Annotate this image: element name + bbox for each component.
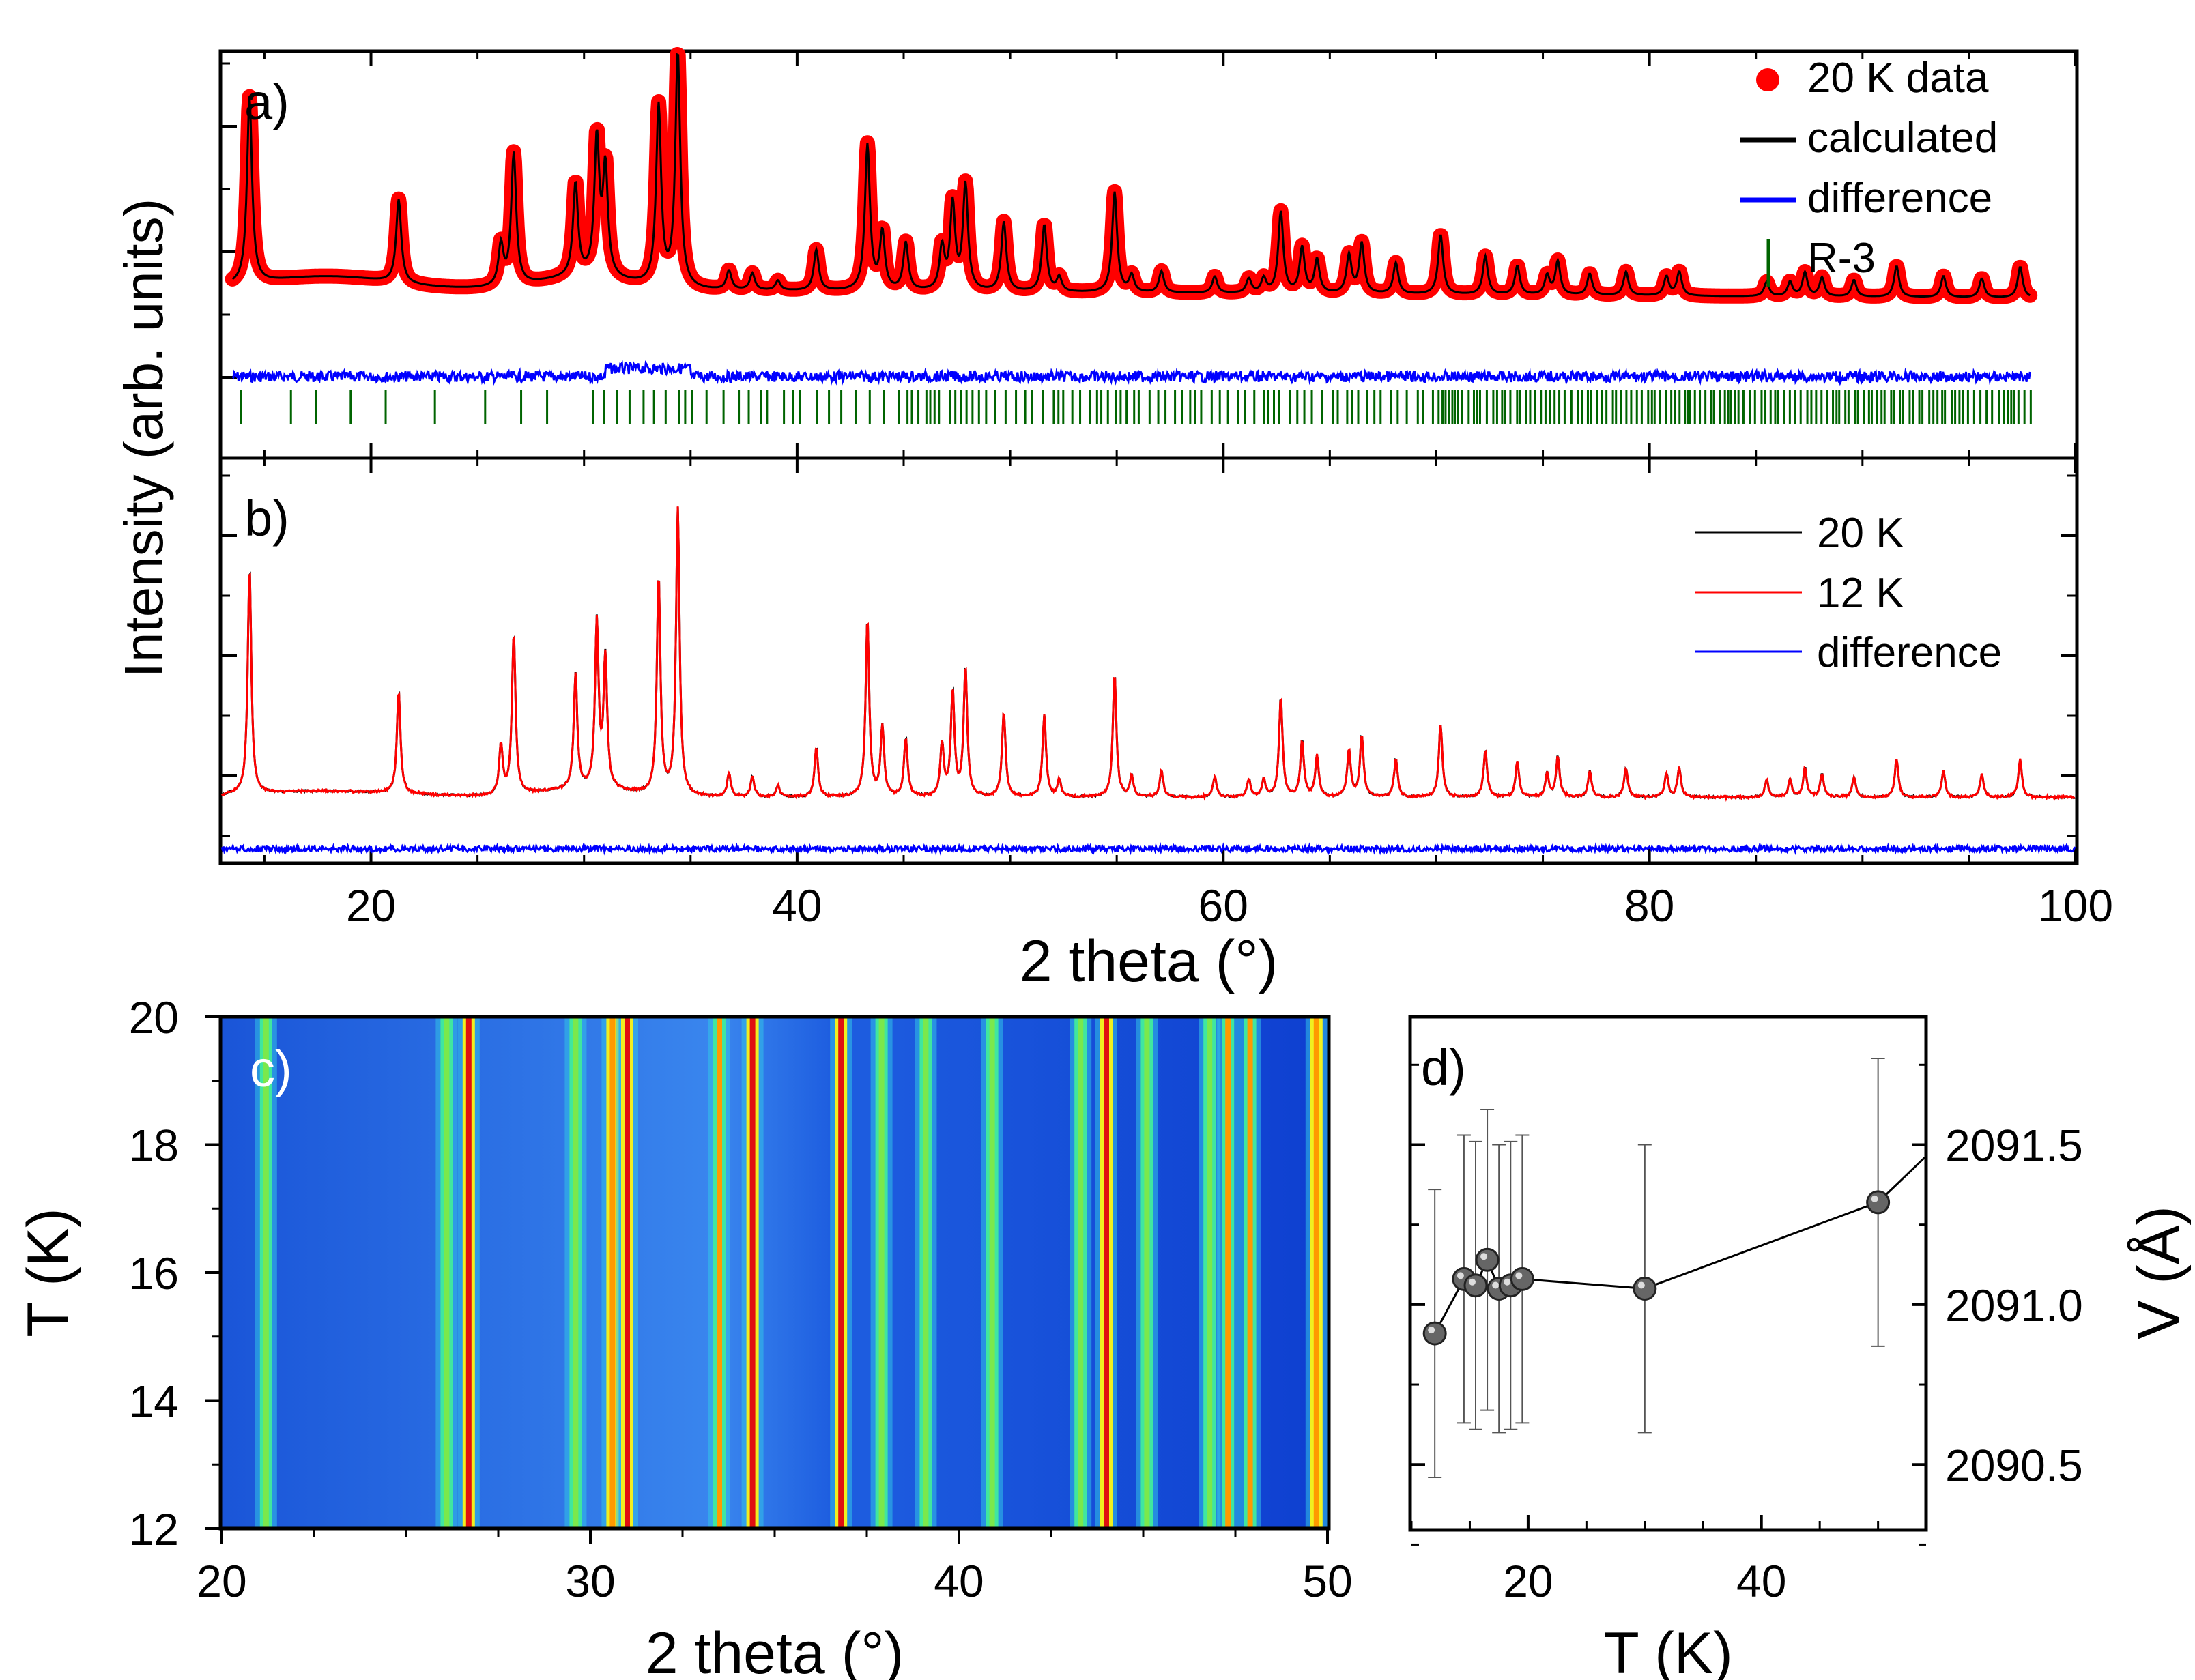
xtick-label: 20 <box>346 880 396 931</box>
volume-line <box>1433 1157 1926 1334</box>
volume-point-highlight <box>1637 1281 1645 1289</box>
ylabel-temperature-c: T (K) <box>16 1208 81 1337</box>
heatmap-line-core <box>923 1018 929 1527</box>
panel-label-a: a) <box>244 74 289 130</box>
xtick-label: 60 <box>1199 880 1248 931</box>
volume-point <box>1510 1266 1534 1291</box>
xlabel-temperature-d: T (K) <box>1603 1621 1733 1680</box>
volume-point-highlight <box>1515 1272 1523 1279</box>
ytick-label: 2090.5 <box>1945 1440 2083 1490</box>
ytick-label: 14 <box>129 1376 179 1427</box>
ytick-label: 16 <box>129 1248 179 1299</box>
volume-point-highlight <box>1492 1281 1500 1289</box>
series-12k <box>220 506 2076 802</box>
legend-marker-data <box>1756 68 1779 91</box>
legend-a: 20 K data calculated difference R-3 <box>1740 55 1998 287</box>
heatmap-line-core <box>1104 1018 1109 1527</box>
heatmap-line-core <box>465 1018 472 1527</box>
heatmap-line-core <box>1247 1018 1253 1527</box>
ytick-label: 2091.5 <box>1945 1120 2083 1171</box>
series-calculated <box>231 53 2031 298</box>
panel-c-ticks: 20 30 40 50 12 14 16 18 20 <box>129 992 1353 1606</box>
xtick-label: 50 <box>1302 1556 1352 1606</box>
heatmap-line-core <box>1207 1018 1213 1527</box>
volume-point-highlight <box>1480 1253 1488 1260</box>
legend-label-r3: R-3 <box>1807 235 1876 282</box>
series-difference <box>231 360 2031 386</box>
panel-label-d: d) <box>1421 1039 1466 1096</box>
xtick-label: 100 <box>2038 880 2113 931</box>
volume-points <box>1422 1190 1891 1346</box>
xtick-label: 20 <box>1503 1556 1553 1606</box>
heatmap-line-core <box>1078 1018 1084 1527</box>
xlabel-2theta-ab: 2 theta (°) <box>1020 929 1278 994</box>
xlabel-2theta-c: 2 theta (°) <box>646 1621 904 1680</box>
xtick-label: 30 <box>565 1556 615 1606</box>
heatmap-line-core <box>573 1018 579 1527</box>
panel-b-xtick-labels: 20 40 60 80 100 <box>346 880 2113 931</box>
volume-point <box>1463 1273 1488 1298</box>
heatmap-line-core <box>1225 1018 1231 1527</box>
volume-point-highlight <box>1504 1278 1511 1286</box>
panel-d-frame <box>1408 1015 1928 1532</box>
xtick-label: 40 <box>934 1556 984 1606</box>
heatmap-lines <box>255 1018 1328 1527</box>
volume-point <box>1422 1321 1447 1346</box>
panel-b-ticks <box>222 458 2077 863</box>
volume-point <box>1633 1276 1657 1301</box>
ylabel-volume: V (Å) <box>2126 1206 2192 1339</box>
heatmap-line-core <box>263 1018 269 1527</box>
panel-a: a) 20 K data calculated difference R-3 <box>218 47 2079 460</box>
ytick-label: 20 <box>129 992 179 1043</box>
panel-label-b: b) <box>244 490 289 547</box>
heatmap-line-core <box>749 1018 756 1527</box>
legend-label-diff-b: difference <box>1817 629 2002 676</box>
heatmap-line-core <box>878 1018 885 1527</box>
xtick-label: 40 <box>1736 1556 1786 1606</box>
legend-label-difference: difference <box>1807 175 1992 222</box>
reflection-marks <box>240 390 2032 424</box>
heatmap-line-core <box>609 1018 616 1527</box>
series-difference-b <box>220 842 2076 856</box>
volume-point-highlight <box>1469 1278 1476 1286</box>
heatmap-line-core <box>1144 1018 1150 1527</box>
panel-b-frame <box>218 456 2079 865</box>
volume-point <box>1866 1190 1891 1215</box>
panel-label-c: c) <box>250 1041 292 1097</box>
panel-c: 20 30 40 50 12 14 16 18 20 c) 2 theta (°) T (K) <box>16 992 1353 1680</box>
legend-label-calculated: calculated <box>1807 115 1998 162</box>
xtick-label: 40 <box>772 880 822 931</box>
legend-b: 20 K 12 K difference <box>1695 510 2002 676</box>
heatmap-line-core <box>625 1018 630 1527</box>
volume-point-highlight <box>1457 1272 1464 1279</box>
heatmap-line-core <box>989 1018 995 1527</box>
heatmap-line-core <box>1313 1018 1319 1527</box>
heatmap-background <box>222 1018 1328 1527</box>
panel-d-ticks: 20 40 2090.5 2091.0 2091.5 <box>1410 1063 2083 1606</box>
ytick-label: 2091.0 <box>1945 1280 2083 1331</box>
xtick-label: 80 <box>1624 880 1674 931</box>
volume-point-highlight <box>1871 1195 1878 1202</box>
volume-point <box>1475 1247 1500 1272</box>
error-bars <box>1428 1057 1885 1478</box>
ytick-label: 12 <box>129 1504 179 1554</box>
legend-label-data: 20 K data <box>1807 55 1989 102</box>
panel-b: b) 20 K 12 K difference <box>218 456 2079 865</box>
legend-label-20k: 20 K <box>1817 510 1904 557</box>
heatmap-line-core <box>717 1018 722 1527</box>
ylabel-intensity: Intensity (arb. units) <box>113 199 174 678</box>
legend-label-12k: 12 K <box>1817 570 1904 617</box>
heatmap-line-core <box>838 1018 844 1527</box>
ytick-label: 18 <box>129 1120 179 1171</box>
xtick-label: 20 <box>197 1556 246 1606</box>
heatmap-line-core <box>444 1018 450 1527</box>
series-20k-data <box>225 47 2038 304</box>
volume-point-highlight <box>1428 1327 1435 1334</box>
panel-d: 20 40 2090.5 2091.0 2091.5 d) T (K) V (Å) <box>1408 1015 2192 1680</box>
